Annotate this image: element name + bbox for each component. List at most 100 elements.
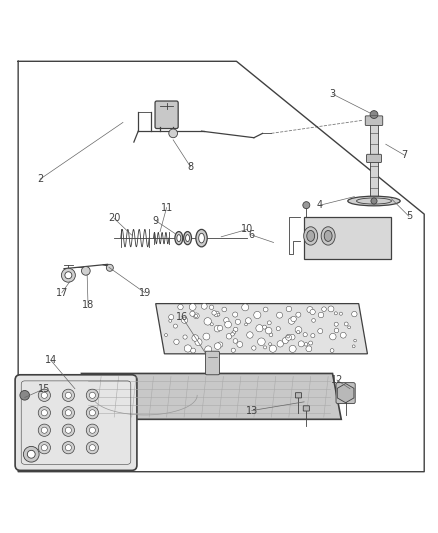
Circle shape (245, 318, 251, 324)
Circle shape (339, 312, 343, 315)
Circle shape (41, 427, 47, 433)
Circle shape (231, 348, 235, 352)
Ellipse shape (186, 235, 190, 241)
Text: 3: 3 (329, 89, 336, 99)
Circle shape (169, 314, 174, 320)
Circle shape (265, 327, 272, 334)
Circle shape (289, 345, 296, 352)
FancyBboxPatch shape (155, 101, 178, 128)
Ellipse shape (304, 227, 318, 245)
Circle shape (62, 389, 74, 401)
Circle shape (61, 268, 75, 282)
Circle shape (303, 201, 310, 208)
Circle shape (89, 410, 95, 416)
Text: 13: 13 (246, 406, 258, 416)
Circle shape (334, 322, 338, 326)
Circle shape (23, 446, 39, 462)
Circle shape (304, 343, 308, 346)
Text: 20: 20 (108, 214, 120, 223)
Circle shape (307, 306, 313, 313)
Circle shape (263, 307, 268, 312)
Text: 8: 8 (187, 162, 194, 172)
Text: 4: 4 (316, 200, 322, 211)
Text: 12: 12 (331, 375, 343, 385)
Circle shape (189, 304, 196, 310)
Circle shape (222, 307, 226, 312)
Circle shape (224, 318, 229, 323)
Circle shape (194, 313, 199, 319)
Ellipse shape (348, 196, 400, 206)
Circle shape (65, 272, 72, 279)
Circle shape (201, 303, 207, 309)
Circle shape (233, 312, 238, 317)
FancyBboxPatch shape (205, 351, 219, 375)
Circle shape (242, 304, 249, 311)
Circle shape (81, 266, 90, 275)
FancyBboxPatch shape (367, 154, 381, 163)
Circle shape (190, 311, 195, 316)
Circle shape (318, 328, 323, 334)
Circle shape (287, 335, 290, 338)
Polygon shape (155, 304, 367, 354)
Ellipse shape (196, 229, 207, 247)
Circle shape (286, 334, 292, 341)
Circle shape (65, 427, 71, 433)
Circle shape (233, 327, 238, 332)
FancyBboxPatch shape (336, 383, 355, 403)
Circle shape (334, 312, 337, 315)
Ellipse shape (321, 227, 335, 245)
FancyBboxPatch shape (304, 217, 392, 259)
Circle shape (86, 389, 99, 401)
Circle shape (217, 326, 223, 331)
Circle shape (277, 341, 283, 347)
Text: 7: 7 (402, 150, 408, 160)
Circle shape (65, 445, 71, 451)
Circle shape (283, 337, 288, 344)
Circle shape (214, 343, 221, 350)
Circle shape (288, 318, 295, 324)
Circle shape (235, 319, 240, 325)
Circle shape (38, 441, 50, 454)
Circle shape (173, 324, 177, 328)
Circle shape (62, 424, 74, 437)
Circle shape (312, 319, 315, 322)
Text: 16: 16 (176, 312, 188, 322)
Circle shape (344, 322, 348, 326)
Text: 9: 9 (152, 216, 159, 225)
Text: 19: 19 (139, 288, 151, 298)
Circle shape (165, 334, 167, 336)
Circle shape (311, 334, 315, 338)
Circle shape (205, 346, 212, 353)
Circle shape (264, 346, 267, 349)
Circle shape (203, 333, 210, 340)
Circle shape (268, 343, 272, 345)
Circle shape (89, 427, 95, 433)
Circle shape (38, 407, 50, 419)
Ellipse shape (184, 231, 191, 245)
Circle shape (86, 441, 99, 454)
Circle shape (86, 424, 99, 437)
Circle shape (371, 198, 377, 204)
Circle shape (174, 339, 179, 344)
Circle shape (178, 304, 183, 310)
Circle shape (192, 335, 198, 341)
Circle shape (226, 334, 232, 339)
Circle shape (258, 338, 265, 345)
Circle shape (237, 342, 243, 348)
Circle shape (276, 327, 280, 330)
Ellipse shape (177, 235, 181, 241)
Circle shape (267, 321, 271, 325)
Circle shape (232, 331, 236, 334)
Circle shape (62, 407, 74, 419)
Circle shape (183, 335, 187, 339)
Circle shape (352, 311, 357, 317)
Circle shape (330, 349, 334, 352)
Circle shape (225, 321, 231, 328)
Circle shape (290, 334, 295, 340)
Circle shape (328, 306, 334, 312)
Text: 2: 2 (37, 174, 43, 184)
Circle shape (191, 348, 196, 353)
Text: 11: 11 (160, 203, 173, 213)
FancyBboxPatch shape (303, 406, 309, 411)
Circle shape (89, 392, 95, 398)
